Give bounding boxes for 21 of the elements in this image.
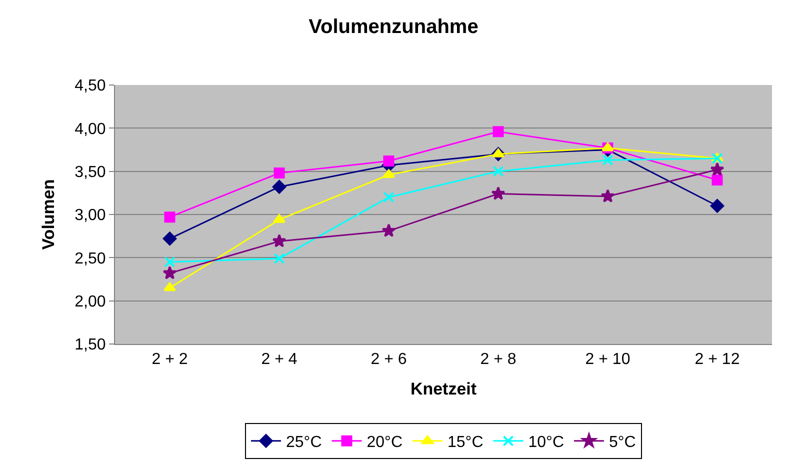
y-tick-label: 3,00 <box>74 207 106 224</box>
x-tick-label: 2 + 6 <box>370 351 407 368</box>
y-axis-title: Volumen <box>39 179 58 250</box>
legend-label: 20°C <box>366 434 402 452</box>
y-tick-label: 3,50 <box>74 164 106 181</box>
x-axis-title: Knetzeit <box>410 380 477 399</box>
y-tick-label: 1,50 <box>74 336 106 354</box>
x-tick-label: 2 + 2 <box>152 351 188 368</box>
legend-label: 5°C <box>609 434 636 452</box>
legend-label: 15°C <box>448 434 484 452</box>
x-tick-label: 2 + 12 <box>694 351 740 368</box>
legend-label: 10°C <box>528 434 564 452</box>
x-tick-label: 2 + 8 <box>480 351 516 368</box>
x-tick-label: 2 + 10 <box>585 351 630 368</box>
y-tick-label: 2,50 <box>74 250 106 268</box>
legend-label: 25°C <box>286 434 322 452</box>
y-tick-label: 4,50 <box>74 78 106 95</box>
chart-title: Volumenzunahme <box>308 16 478 38</box>
y-tick-label: 4,00 <box>74 120 106 138</box>
y-tick-label: 2,00 <box>74 293 106 310</box>
x-tick-label: 2 + 4 <box>261 351 298 368</box>
